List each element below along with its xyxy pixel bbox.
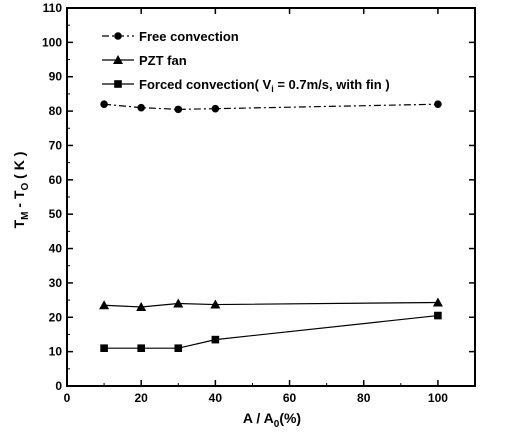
series-line-1	[104, 301, 438, 308]
x-tick-label: 20	[135, 391, 149, 405]
data-point	[211, 104, 220, 113]
series-line-0	[104, 103, 438, 110]
x-tick-label: 60	[283, 391, 297, 405]
legend-marker-2	[114, 80, 122, 88]
legend-label-free-convection: Free convection	[139, 29, 239, 44]
legend-label-forced-main: Forced convection( V	[139, 77, 272, 92]
y-tick-label: 110	[43, 1, 63, 15]
axes-layer: 0 20 40 60 80 100 0 10 20 30 40 50 60 70 80 90 100 110	[42, 1, 476, 405]
x-tick-label: 40	[209, 391, 223, 405]
legend-label-forced-convection: Forced convection( Vi = 0.7m/s, with fin…	[139, 77, 390, 94]
y-axis-label-sub1: M	[20, 211, 31, 219]
legend-label-pzt-fan: PZT fan	[139, 53, 187, 68]
data-point	[174, 344, 183, 352]
y-tick-label: 100	[42, 35, 62, 49]
data-point	[211, 335, 220, 344]
data-point	[99, 300, 110, 310]
y-tick-label: 60	[49, 173, 63, 187]
data-point	[137, 344, 145, 352]
y-axis-label-sub2: O	[20, 182, 31, 190]
x-axis-label-sub: 0	[274, 419, 280, 430]
plot-frame	[66, 7, 476, 387]
y-tick-label: 30	[49, 276, 63, 290]
y-axis-label-unit: ( K )	[11, 152, 27, 183]
data-point	[100, 100, 108, 109]
legend: Free convection PZT fan Forced convectio…	[102, 29, 390, 94]
x-tick-label: 0	[64, 391, 71, 405]
series-line-2	[104, 314, 438, 349]
legend-marker-1	[113, 55, 123, 64]
data-point	[136, 301, 147, 311]
y-axis-label-mid: - T	[11, 190, 27, 211]
series-2	[100, 311, 442, 352]
data-point	[100, 344, 108, 352]
x-axis-label-main: A / A	[243, 410, 274, 426]
y-axis-label-main: T	[11, 219, 27, 228]
y-tick-label: 10	[49, 345, 63, 359]
y-tick-label: 90	[49, 70, 63, 84]
data-point	[210, 299, 221, 309]
data-point	[434, 311, 442, 320]
data-point	[434, 100, 442, 109]
y-tick-label: 50	[49, 207, 63, 221]
data-point	[174, 105, 183, 114]
y-tick-label: 70	[49, 138, 63, 152]
legend-marker-0	[114, 32, 122, 40]
y-tick-label: 40	[49, 242, 63, 256]
y-axis-label: TM - TO ( K )	[11, 152, 31, 229]
x-axis-label-unit: (%)	[279, 410, 301, 426]
x-axis-label: A / A0(%)	[243, 410, 301, 430]
data-point	[173, 298, 184, 308]
x-tick-label: 100	[428, 391, 448, 405]
y-tick-label: 0	[55, 379, 62, 393]
legend-label-forced-sub: i	[271, 84, 274, 94]
data-point	[137, 103, 145, 112]
series-0	[100, 100, 442, 114]
y-tick-label: 20	[49, 310, 63, 324]
series-1	[99, 297, 443, 311]
legend-markers	[113, 32, 123, 88]
data-point	[432, 297, 443, 307]
y-tick-label: 80	[49, 104, 63, 118]
legend-label-forced-tail: = 0.7m/s, with fin )	[274, 77, 390, 92]
x-tick-label: 80	[357, 391, 371, 405]
series-layer	[99, 100, 443, 352]
